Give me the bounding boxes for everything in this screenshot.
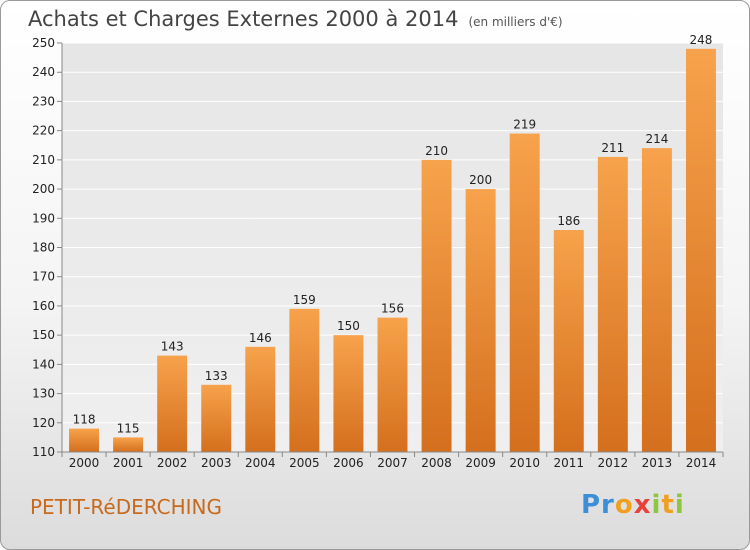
x-tick-label: 2006 — [333, 456, 364, 470]
bar-2006 — [333, 335, 364, 452]
data-label: 210 — [425, 144, 448, 158]
data-label: 115 — [117, 421, 140, 435]
bar-2003 — [201, 384, 232, 452]
logo-part: Pr — [581, 490, 615, 520]
chart-subtitle: (en milliers d'€) — [468, 15, 563, 29]
x-axis-ticks: 2000 2001 2002 2003 2004 2005 2006 2007 2008 2009… — [61, 451, 724, 470]
bar-2013 — [641, 148, 672, 452]
data-label: 186 — [557, 214, 580, 228]
logo-part: x — [633, 490, 652, 520]
y-tick-label: 190 — [32, 211, 55, 225]
y-axis-ticks: 110 120 130 140 150 160 170 180 190 200 210 220 230 2… — [32, 36, 63, 459]
bar-2009 — [465, 189, 496, 453]
data-label: 214 — [645, 132, 668, 146]
x-tick-label: 2010 — [509, 456, 540, 470]
y-tick-label: 210 — [32, 153, 55, 167]
logo-part: i — [651, 490, 662, 520]
bar-2007 — [377, 317, 408, 452]
y-tick-label: 200 — [32, 182, 55, 196]
x-tick-label: 2005 — [289, 456, 320, 470]
chart-title: Achats et Charges Externes 2000 à 2014 (e… — [28, 7, 563, 31]
y-tick-label: 150 — [32, 328, 55, 342]
y-tick-label: 180 — [32, 241, 55, 255]
x-tick-label: 2008 — [421, 456, 452, 470]
data-label: 200 — [469, 173, 492, 187]
chart-title-text: Achats et Charges Externes 2000 à 2014 — [28, 7, 459, 31]
y-tick-label: 110 — [32, 445, 55, 459]
bar-2008 — [421, 159, 452, 452]
bar-2002 — [157, 355, 188, 452]
y-tick-label: 240 — [32, 65, 55, 79]
y-tick-label: 120 — [32, 416, 55, 430]
x-tick-label: 2011 — [553, 456, 584, 470]
y-tick-label: 220 — [32, 124, 55, 138]
data-label: 150 — [337, 319, 360, 333]
data-label: 118 — [73, 413, 96, 427]
x-tick-label: 2001 — [113, 456, 144, 470]
town-name: PETIT-RéDERCHING — [30, 495, 223, 519]
data-label: 156 — [381, 302, 404, 316]
bar-2004 — [245, 346, 276, 452]
y-tick-label: 140 — [32, 357, 55, 371]
y-tick-label: 230 — [32, 94, 55, 108]
data-label: 133 — [205, 369, 228, 383]
data-label: 248 — [690, 33, 713, 47]
bar-2010 — [509, 133, 540, 453]
x-tick-label: 2009 — [465, 456, 496, 470]
x-tick-label: 2012 — [598, 456, 629, 470]
data-label: 211 — [601, 141, 624, 155]
proxiti-logo: Proxiti — [581, 490, 685, 520]
bar-2014 — [685, 48, 716, 452]
x-tick-label: 2013 — [642, 456, 673, 470]
x-tick-label: 2007 — [377, 456, 408, 470]
data-labels: 118 115 143 133 146 159 150 156 210 200 219 186 211 2… — [73, 33, 713, 436]
data-label: 143 — [161, 340, 184, 354]
x-tick-label: 2002 — [157, 456, 188, 470]
bars — [69, 48, 716, 453]
bar-2005 — [289, 308, 320, 452]
x-tick-label: 2014 — [686, 456, 717, 470]
bar-2012 — [597, 156, 628, 452]
logo-part: t — [661, 490, 675, 520]
x-tick-label: 2003 — [201, 456, 232, 470]
bar-2011 — [553, 229, 584, 452]
y-tick-label: 160 — [32, 299, 55, 313]
bar-2000 — [69, 428, 100, 452]
x-tick-label: 2004 — [245, 456, 276, 470]
bar-2001 — [113, 437, 144, 452]
y-tick-label: 250 — [32, 36, 55, 50]
y-tick-label: 170 — [32, 270, 55, 284]
data-label: 219 — [513, 118, 536, 132]
data-label: 146 — [249, 331, 272, 345]
x-tick-label: 2000 — [69, 456, 100, 470]
y-tick-label: 130 — [32, 387, 55, 401]
data-label: 159 — [293, 293, 316, 307]
logo-part: i — [674, 490, 685, 520]
logo-part: o — [614, 490, 634, 520]
